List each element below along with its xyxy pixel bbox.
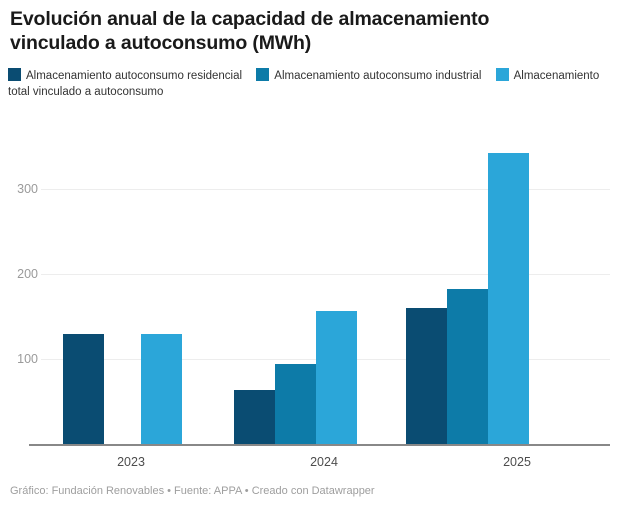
legend-item-total[interactable]: Almacenamiento total vinculado a autocon… — [8, 68, 600, 98]
bar-total-2025[interactable] — [488, 153, 529, 444]
gridline — [41, 189, 610, 190]
chart-legend: Almacenamiento autoconsumo residencial A… — [8, 68, 612, 100]
legend-label-residential: Almacenamiento autoconsumo residencial — [26, 70, 243, 82]
chart-credit: Gráfico: Fundación Renovables • Fuente: … — [10, 485, 375, 497]
legend-swatch-total — [495, 68, 509, 81]
bars-layer — [0, 110, 620, 444]
y-axis-tick-label: 100 — [17, 352, 38, 366]
plot-area: 100 200 300 2023 2024 2025 — [0, 110, 620, 470]
gridline — [41, 274, 610, 275]
legend-item-industrial[interactable]: Almacenamiento autoconsumo industrial — [253, 68, 492, 82]
chart-header: Evolución anual de la capacidad de almac… — [10, 8, 610, 56]
x-axis-tick-label: 2023 — [117, 455, 145, 469]
chart-title: Evolución anual de la capacidad de almac… — [10, 8, 490, 54]
legend-item-residential[interactable]: Almacenamiento autoconsumo residencial — [8, 68, 253, 82]
x-axis-baseline — [29, 444, 610, 446]
legend-swatch-industrial — [256, 68, 270, 81]
bar-residential-2023[interactable] — [63, 333, 104, 444]
legend-swatch-residential — [8, 68, 21, 81]
bar-residential-2025[interactable] — [406, 308, 447, 444]
bar-total-2023[interactable] — [141, 333, 182, 444]
bar-industrial-2025[interactable] — [447, 289, 488, 444]
legend-label-total: Almacenamiento total vinculado a autocon… — [8, 70, 600, 98]
y-axis-tick-label: 300 — [17, 182, 38, 196]
bar-total-2024[interactable] — [316, 310, 357, 444]
x-axis-tick-label: 2024 — [310, 455, 338, 469]
legend-label-industrial: Almacenamiento autoconsumo industrial — [274, 70, 482, 82]
bar-residential-2024[interactable] — [234, 389, 275, 444]
bar-industrial-2024[interactable] — [275, 364, 316, 444]
x-axis-tick-label: 2025 — [503, 455, 531, 469]
y-axis-tick-label: 200 — [17, 267, 38, 281]
